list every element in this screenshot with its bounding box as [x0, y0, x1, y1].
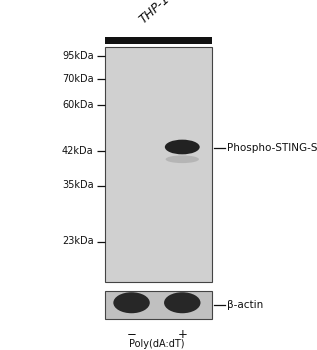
- Ellipse shape: [113, 292, 150, 313]
- Text: β-actin: β-actin: [227, 300, 263, 309]
- Text: 35kDa: 35kDa: [62, 181, 94, 190]
- Ellipse shape: [164, 292, 200, 313]
- Text: 70kDa: 70kDa: [62, 74, 94, 84]
- Bar: [105, 47, 212, 282]
- Bar: [105, 290, 212, 318]
- Text: Poly(dA:dT): Poly(dA:dT): [129, 339, 185, 349]
- Text: Phospho-STING-S366: Phospho-STING-S366: [227, 143, 317, 153]
- Ellipse shape: [165, 140, 200, 154]
- Text: 95kDa: 95kDa: [62, 51, 94, 61]
- Ellipse shape: [165, 155, 199, 163]
- Bar: [105, 37, 212, 44]
- Text: −: −: [126, 328, 137, 341]
- Text: 60kDa: 60kDa: [62, 100, 94, 110]
- Text: +: +: [177, 328, 187, 341]
- Text: 42kDa: 42kDa: [62, 146, 94, 155]
- Text: 23kDa: 23kDa: [62, 237, 94, 246]
- Text: THP-1: THP-1: [136, 0, 172, 26]
